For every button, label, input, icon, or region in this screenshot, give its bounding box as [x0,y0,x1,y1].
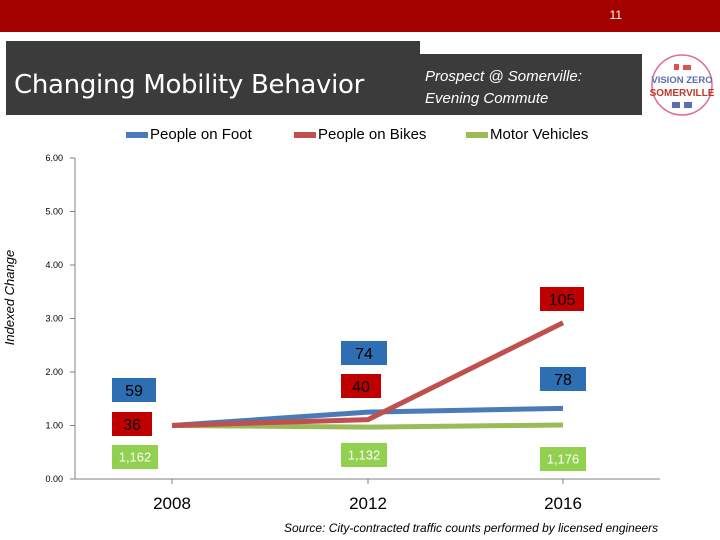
data-label-box [112,412,152,436]
x-tick-label: 2008 [153,494,191,513]
legend-swatch-foot [126,132,148,139]
y-tick-label: 5.00 [45,207,63,217]
subtitle-line-2: Evening Commute [425,90,549,107]
data-label: 74 [355,346,373,363]
subtitle-line-1: Prospect @ Somerville: [425,68,582,85]
vision-zero-logo: VISION ZERO SOMERVILLE [644,52,720,118]
subtitle-banner [420,54,642,115]
y-tick-label: 1.00 [45,421,63,431]
y-tick-label: 2.00 [45,367,63,377]
data-label: 59 [125,383,143,400]
page-subtitle: Prospect @ Somerville: Evening Commute [425,66,582,110]
data-label-box [540,287,584,311]
data-label-box [341,443,387,467]
data-label-box [341,341,387,365]
svg-text:SOMERVILLE: SOMERVILLE [650,88,715,99]
data-label: 1,176 [547,452,580,467]
x-tick-label: 2012 [349,494,387,513]
data-label: 1,162 [119,450,152,465]
data-label-box [112,378,156,402]
data-label-box [540,367,586,391]
svg-text:VISION ZERO: VISION ZERO [651,75,712,86]
slide-number: 11 [609,8,622,22]
data-label: 78 [554,372,572,389]
data-label: 36 [123,417,141,434]
y-tick-label: 6.00 [45,153,63,163]
legend-item-foot: People on Foot [126,126,252,143]
data-label: 105 [549,292,576,309]
legend-swatch-bikes [294,132,316,139]
legend-label-foot: People on Foot [150,126,252,143]
title-banner [6,41,420,115]
data-label: 1,132 [348,448,381,463]
data-label: 40 [352,379,370,396]
source-note: Source: City-contracted traffic counts p… [284,521,659,535]
top-bar: 11 [0,0,720,32]
legend-item-vehicles: Motor Vehicles [466,126,588,143]
data-label-box [540,447,586,471]
legend-item-bikes: People on Bikes [294,126,426,143]
legend-label-vehicles: Motor Vehicles [490,126,589,143]
data-label-box [341,374,381,398]
y-tick-label: 0.00 [45,474,63,484]
data-label-box [112,445,158,469]
x-tick-label: 2016 [544,494,582,513]
series-line-1 [171,320,565,428]
page-title: Changing Mobility Behavior [14,70,365,100]
legend-swatch-vehicles [466,132,488,139]
legend-label-bikes: People on Bikes [318,126,427,143]
y-tick-label: 3.00 [45,314,63,324]
y-tick-label: 4.00 [45,260,63,270]
